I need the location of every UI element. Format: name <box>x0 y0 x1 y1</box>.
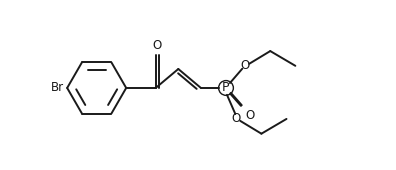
Text: O: O <box>240 59 250 72</box>
Text: O: O <box>246 109 255 122</box>
Text: Br: Br <box>51 81 64 95</box>
Text: P: P <box>222 81 230 95</box>
Text: O: O <box>152 39 162 52</box>
Text: O: O <box>232 112 241 125</box>
